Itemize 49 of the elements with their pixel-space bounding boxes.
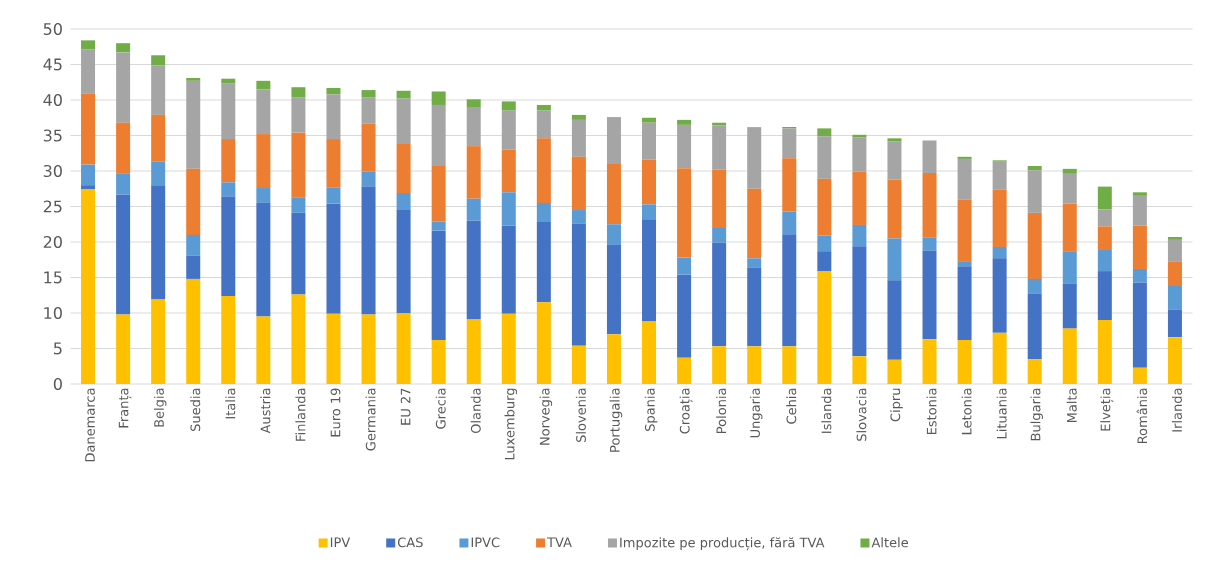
x-tick-label: Luxemburg: [504, 388, 518, 460]
y-tick-label: 10: [44, 306, 62, 320]
x-tick-label: Franța: [118, 388, 132, 428]
x-tick-label: Elveția: [1100, 388, 1114, 431]
x-tick-label: Estonia: [926, 388, 937, 435]
x-tick-label: Slovenia: [575, 388, 586, 442]
legend-label: Impozite pe producție, fără TVA: [620, 537, 825, 551]
y-tick-label: 30: [43, 164, 62, 178]
x-tick-label: Danemarca: [85, 388, 95, 462]
x-tick-label: Austria: [260, 388, 271, 434]
x-tick-label: EU 27: [400, 388, 411, 425]
x-tick-label: Norvegia: [539, 388, 553, 445]
y-tick-label: 35: [43, 129, 62, 142]
x-tick-label: Euro 19: [330, 388, 341, 437]
x-tick-label: Portugalia: [609, 388, 623, 452]
x-tick-label: Spania: [644, 388, 658, 431]
y-tick-label: 20: [43, 235, 62, 249]
x-tick-label: Croația: [679, 388, 693, 434]
y-tick-label: 25: [43, 200, 62, 213]
y-tick-label: 45: [43, 58, 62, 71]
x-tick-label: România: [1136, 388, 1148, 444]
x-tick-label: Slovacia: [856, 388, 867, 441]
x-tick-label: Finlanda: [295, 388, 306, 441]
x-tick-label: Suedia: [190, 388, 201, 431]
x-tick-label: Polonia: [716, 388, 727, 433]
y-tick-label: 5: [54, 342, 62, 355]
x-tick-label: Lituania: [996, 388, 1007, 439]
x-tick-label: Malta: [1066, 388, 1077, 423]
legend-label: IPVC: [471, 537, 500, 548]
x-tick-label: Islanda: [821, 388, 832, 433]
y-tick-label: 40: [43, 93, 62, 107]
x-tick-label: Germania: [365, 388, 376, 451]
x-tick-label: Italia: [225, 388, 236, 419]
x-tick-label: Belgia: [153, 388, 167, 427]
x-tick-label: Bulgaria: [1030, 388, 1043, 441]
x-tick-label: Irlanda: [1171, 388, 1182, 432]
y-tick-label: 15: [44, 271, 62, 284]
legend-label: IPV: [330, 537, 351, 547]
x-tick-label: Grecia: [435, 388, 446, 429]
x-tick-label: Letonia: [961, 388, 972, 435]
x-tick-label: Olanda: [470, 388, 481, 434]
legend-label: Altele: [871, 537, 908, 548]
x-tick-label: Cipru: [890, 388, 903, 422]
legend-label: CAS: [397, 537, 423, 548]
y-tick-label: 0: [53, 377, 62, 391]
y-tick-label: 50: [43, 22, 62, 36]
x-tick-label: Ungaria: [749, 388, 763, 438]
x-tick-label: Cehia: [786, 388, 797, 424]
legend-label: TVA: [547, 537, 572, 547]
